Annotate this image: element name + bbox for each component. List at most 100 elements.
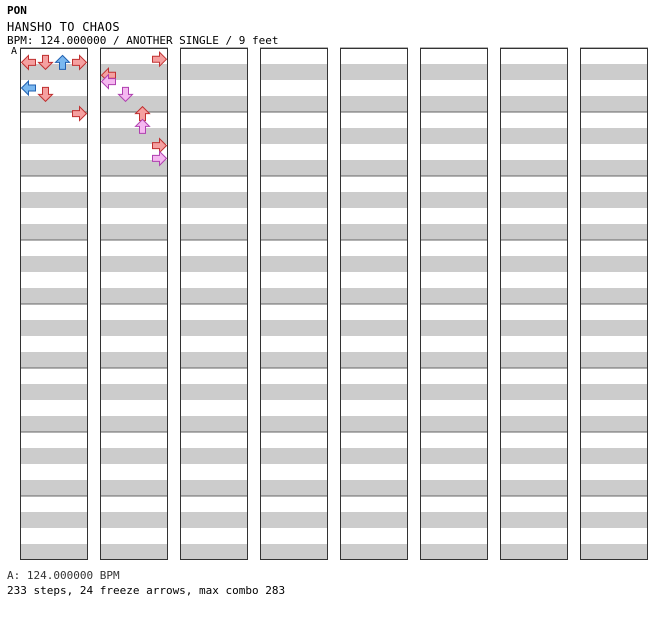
measure-stripe	[340, 288, 408, 304]
measure-stripe	[340, 416, 408, 432]
measure-stripe	[100, 256, 168, 272]
measure-stripe	[100, 160, 168, 176]
measure-stripe	[500, 384, 568, 400]
measure-stripe	[20, 352, 88, 368]
measure-stripe	[20, 288, 88, 304]
measure-stripe	[180, 352, 248, 368]
measure-stripe	[180, 480, 248, 496]
chart-column-3	[180, 48, 248, 560]
measure-stripe	[260, 288, 328, 304]
measure-stripe	[580, 256, 648, 272]
measure-stripe	[340, 224, 408, 240]
measure-stripe	[340, 128, 408, 144]
measure-stripe	[180, 224, 248, 240]
measure-stripe	[260, 416, 328, 432]
measure-stripe	[340, 160, 408, 176]
measure-stripe	[20, 512, 88, 528]
chart-column-2	[100, 48, 168, 560]
measure-stripe	[100, 416, 168, 432]
measure-stripe	[500, 416, 568, 432]
measure-stripe	[20, 256, 88, 272]
measure-stripe	[580, 192, 648, 208]
chart-column-6	[420, 48, 488, 560]
measure-stripe	[340, 512, 408, 528]
measure-stripe	[100, 224, 168, 240]
measure-stripe	[500, 448, 568, 464]
measure-stripe	[100, 384, 168, 400]
measure-stripe	[100, 192, 168, 208]
chart-column-7	[500, 48, 568, 560]
measure-stripe	[580, 288, 648, 304]
measure-stripe	[500, 544, 568, 560]
measure-stripe	[500, 160, 568, 176]
measure-stripe	[340, 448, 408, 464]
measure-stripe	[580, 512, 648, 528]
measure-stripe	[100, 128, 168, 144]
measure-stripe	[500, 288, 568, 304]
measure-stripe	[580, 384, 648, 400]
measure-stripe	[580, 64, 648, 80]
measure-stripe	[420, 96, 488, 112]
measure-stripe	[420, 256, 488, 272]
measure-stripe	[180, 320, 248, 336]
measure-stripe	[580, 544, 648, 560]
measure-stripe	[420, 224, 488, 240]
measure-stripe	[420, 288, 488, 304]
measure-stripe	[500, 352, 568, 368]
measure-stripe	[180, 512, 248, 528]
measure-stripe	[340, 480, 408, 496]
measure-stripe	[580, 416, 648, 432]
measure-stripe	[260, 384, 328, 400]
chart-column-1	[20, 48, 88, 560]
measure-stripe	[340, 384, 408, 400]
measure-stripe	[580, 128, 648, 144]
measure-stripe	[420, 320, 488, 336]
measure-stripe	[100, 96, 168, 112]
measure-stripe	[260, 128, 328, 144]
measure-stripe	[20, 416, 88, 432]
measure-stripe	[500, 96, 568, 112]
measure-stripe	[420, 480, 488, 496]
measure-stripe	[580, 448, 648, 464]
measure-stripe	[180, 384, 248, 400]
measure-stripe	[20, 320, 88, 336]
measure-stripe	[500, 320, 568, 336]
measure-stripe	[100, 288, 168, 304]
measure-stripe	[260, 192, 328, 208]
measure-stripe	[580, 352, 648, 368]
step-arrow-13	[22, 81, 36, 95]
measure-stripe	[180, 544, 248, 560]
measure-stripe	[500, 192, 568, 208]
measure-stripe	[580, 224, 648, 240]
measure-stripe	[260, 256, 328, 272]
chart-column-5	[340, 48, 408, 560]
measure-stripe	[420, 544, 488, 560]
measure-stripe	[20, 96, 88, 112]
measure-stripe	[260, 64, 328, 80]
measure-stripe	[500, 128, 568, 144]
measure-stripe	[340, 544, 408, 560]
measure-stripe	[500, 480, 568, 496]
chart-column-4	[260, 48, 328, 560]
measure-stripe	[420, 448, 488, 464]
measure-stripe	[100, 320, 168, 336]
measure-stripe	[180, 160, 248, 176]
measure-stripe	[260, 448, 328, 464]
measure-stripe	[20, 224, 88, 240]
measure-stripe	[180, 256, 248, 272]
measure-stripe	[20, 384, 88, 400]
measure-stripe	[420, 384, 488, 400]
measure-stripe	[260, 96, 328, 112]
measure-stripe	[580, 160, 648, 176]
measure-stripe	[260, 544, 328, 560]
measure-stripe	[20, 64, 88, 80]
bpm-summary: A: 124.000000 BPM	[7, 570, 120, 582]
measure-stripe	[20, 544, 88, 560]
measure-stripe	[100, 544, 168, 560]
measure-stripe	[20, 128, 88, 144]
measure-stripe	[420, 160, 488, 176]
measure-stripe	[180, 288, 248, 304]
measure-stripe	[20, 160, 88, 176]
measure-stripe	[100, 512, 168, 528]
